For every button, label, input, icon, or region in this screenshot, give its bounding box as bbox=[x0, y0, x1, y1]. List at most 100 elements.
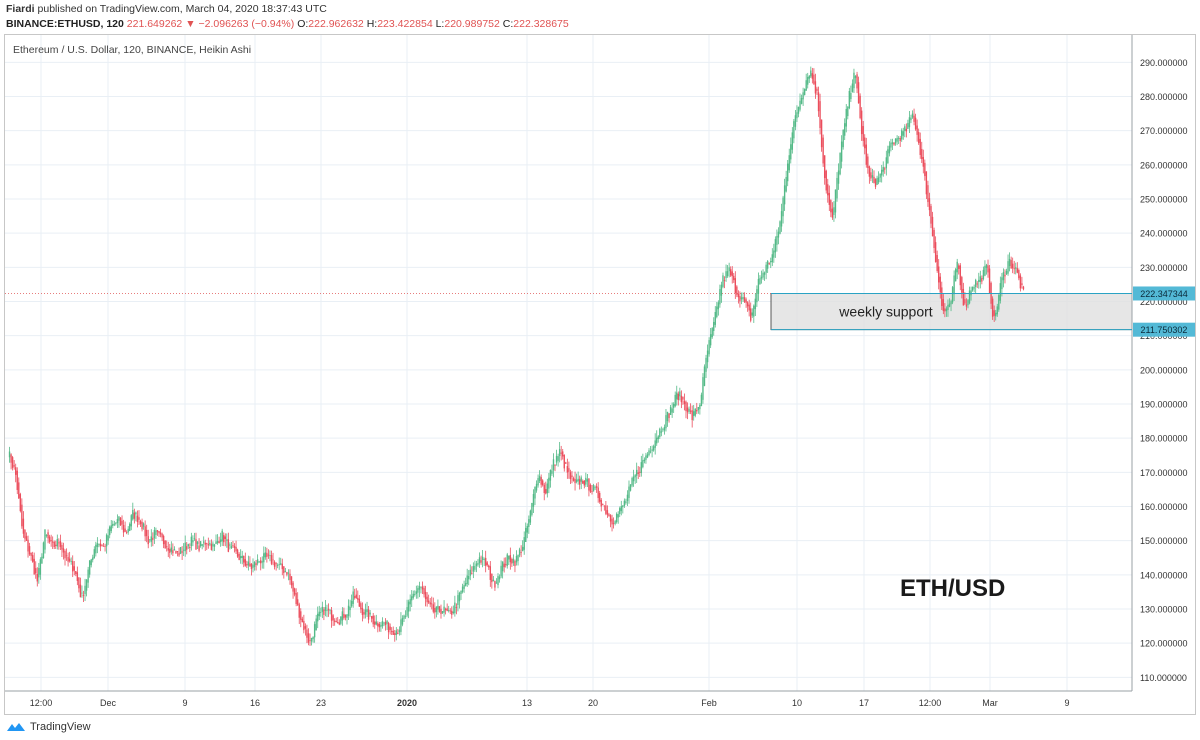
candle-body bbox=[166, 546, 168, 548]
candle-body bbox=[53, 541, 55, 547]
candle-body bbox=[50, 540, 52, 542]
candle-body bbox=[844, 123, 846, 136]
candle-body bbox=[149, 539, 151, 541]
candle-body bbox=[514, 561, 516, 567]
candle-body bbox=[656, 437, 658, 444]
candle-body bbox=[538, 476, 541, 481]
candle-body bbox=[303, 620, 305, 631]
candle-body bbox=[962, 288, 965, 306]
candle-body bbox=[354, 596, 356, 598]
candle-body bbox=[729, 269, 732, 276]
candle-body bbox=[370, 616, 373, 619]
candle-body bbox=[318, 611, 320, 617]
candle-body bbox=[813, 74, 815, 84]
candle-body bbox=[497, 576, 499, 586]
candle-body bbox=[515, 555, 518, 563]
candle-body bbox=[489, 566, 491, 580]
candle-body bbox=[928, 198, 931, 211]
candle-body bbox=[116, 519, 119, 524]
candle-body bbox=[542, 480, 544, 486]
candle-body bbox=[877, 177, 880, 183]
candle-body bbox=[369, 612, 371, 615]
candle-body bbox=[532, 494, 535, 507]
candle-body bbox=[1019, 275, 1022, 289]
candle-body bbox=[689, 410, 692, 412]
price-axis[interactable]: 290.000000 280.000000 270.000000 260.000000… bbox=[1140, 58, 1188, 683]
y-tick-label: 170.000000 bbox=[1140, 468, 1188, 478]
candle-body bbox=[709, 334, 712, 346]
x-tick-label: 12:00 bbox=[30, 698, 53, 708]
candle-body bbox=[917, 132, 920, 143]
candle-body bbox=[201, 544, 203, 546]
candle-body bbox=[350, 600, 353, 607]
candle-body bbox=[480, 560, 482, 563]
candle-body bbox=[512, 558, 515, 563]
candle-body bbox=[246, 564, 248, 566]
candle-body bbox=[153, 529, 156, 539]
candle-body bbox=[526, 526, 528, 533]
candle-body bbox=[648, 450, 650, 455]
price-chart[interactable]: weekly support Ethereum / U.S. Dollar, 1… bbox=[5, 35, 1197, 716]
y-tick-label: 250.000000 bbox=[1140, 195, 1188, 205]
candle-body bbox=[98, 543, 100, 545]
candle-body bbox=[697, 406, 700, 411]
candle-body bbox=[884, 168, 886, 170]
candle-body bbox=[518, 549, 521, 556]
candle-body bbox=[10, 454, 12, 463]
candle-body bbox=[941, 287, 943, 306]
candle-body bbox=[964, 299, 966, 304]
candle-body bbox=[323, 609, 325, 615]
candle-body bbox=[406, 607, 408, 616]
candle-body bbox=[719, 289, 721, 305]
candle-body bbox=[132, 509, 134, 520]
candle-body bbox=[933, 229, 935, 248]
footer: TradingView bbox=[6, 718, 91, 736]
candle-body bbox=[25, 536, 28, 541]
candle-body bbox=[751, 312, 753, 316]
candle-body bbox=[665, 415, 667, 429]
candle-body bbox=[76, 572, 79, 581]
candle-body bbox=[444, 608, 447, 610]
candle-body bbox=[230, 546, 233, 549]
candle-body bbox=[754, 298, 757, 310]
candle-body bbox=[1011, 263, 1014, 269]
candle-body bbox=[178, 552, 180, 556]
candle-body bbox=[981, 278, 983, 282]
candle-body bbox=[324, 607, 327, 611]
candle-body bbox=[733, 275, 735, 281]
support-zone[interactable] bbox=[770, 293, 1133, 331]
candle-body bbox=[871, 175, 874, 178]
candle-body bbox=[659, 428, 661, 438]
candle-body bbox=[500, 565, 502, 577]
candle-body bbox=[352, 591, 354, 604]
tradingview-logo-icon[interactable] bbox=[6, 721, 26, 733]
candle-body bbox=[27, 539, 29, 552]
candle-body bbox=[280, 563, 282, 565]
candle-body bbox=[577, 478, 579, 482]
candle-body bbox=[649, 451, 652, 453]
candle-body bbox=[463, 584, 465, 589]
candle-body bbox=[232, 545, 234, 547]
candle-body bbox=[908, 117, 911, 128]
candle-body bbox=[780, 211, 783, 227]
candle-body bbox=[501, 561, 504, 572]
candle-body bbox=[446, 608, 448, 612]
tradingview-brand[interactable]: TradingView bbox=[30, 721, 91, 733]
author-name[interactable]: Fiardi bbox=[6, 3, 35, 15]
candle-body bbox=[840, 141, 843, 162]
candle-body bbox=[620, 506, 622, 512]
time-axis[interactable]: 12:00 Dec 9 16 23 2020 13 20 Feb 10 17 12:00 Mar 9 bbox=[30, 698, 1070, 708]
x-tick-label: 23 bbox=[316, 698, 326, 708]
candle-body bbox=[152, 537, 154, 540]
candle-body bbox=[575, 479, 578, 482]
candle-body bbox=[84, 585, 86, 595]
candle-body bbox=[70, 561, 72, 562]
candle-body bbox=[890, 142, 892, 148]
candle-body bbox=[295, 593, 297, 605]
chart-frame[interactable]: weekly support Ethereum / U.S. Dollar, 1… bbox=[4, 34, 1196, 715]
candle-body bbox=[950, 301, 952, 305]
candle-body bbox=[337, 621, 339, 624]
candle-body bbox=[885, 157, 888, 169]
candle-body bbox=[867, 156, 869, 168]
candle-body bbox=[24, 530, 26, 539]
